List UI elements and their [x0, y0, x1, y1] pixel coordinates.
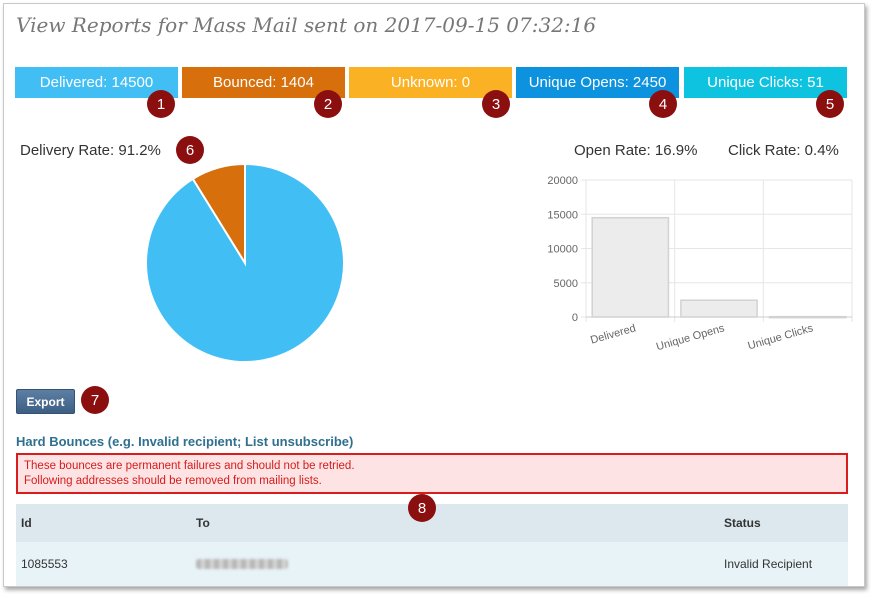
bar-unique-opens[interactable] — [680, 299, 758, 318]
y-tick-label: 0 — [572, 312, 578, 324]
engagement-bar-chart: 0 5000 10000 15000 20000 Delivered Unique Open… — [547, 175, 853, 353]
x-tick-label: Unique Clicks — [747, 322, 815, 352]
column-header-to[interactable]: To — [196, 516, 210, 530]
y-tick-label: 20000 — [547, 175, 578, 187]
redacted-email — [196, 559, 288, 569]
unique-clicks-label: Unique Clicks: 51 — [707, 74, 824, 91]
hard-bounce-alert: These bounces are permanent failures and… — [16, 453, 848, 494]
unique-opens-label: Unique Opens: 2450 — [528, 74, 667, 91]
pie-slice-bounced[interactable] — [191, 162, 246, 267]
hard-bounces-title: Hard Bounces (e.g. Invalid recipient; Li… — [16, 434, 354, 449]
row-id: 1085553 — [21, 557, 68, 571]
bar-delivered[interactable] — [591, 216, 670, 318]
export-button[interactable]: Export — [16, 389, 75, 414]
callout-marker-8: 8 — [408, 494, 436, 522]
page-title: View Reports for Mass Mail sent on 2017-… — [16, 13, 597, 37]
column-header-id[interactable]: Id — [21, 516, 32, 530]
x-tick-label: Delivered — [589, 322, 637, 346]
callout-marker-3: 3 — [482, 90, 510, 118]
unique-opens-tile[interactable]: Unique Opens: 2450 — [516, 67, 679, 98]
open-rate: Open Rate: 16.9% — [574, 142, 698, 159]
y-tick-label: 5000 — [554, 278, 578, 290]
callout-marker-7: 7 — [81, 386, 109, 414]
click-rate: Click Rate: 0.4% — [728, 142, 839, 159]
row-status: Invalid Recipient — [724, 557, 813, 571]
unknown-tile[interactable]: Unknown: 0 — [349, 67, 512, 98]
bounced-label: Bounced: 1404 — [213, 74, 314, 91]
callout-marker-5: 5 — [816, 90, 844, 118]
alert-line-1: These bounces are permanent failures and… — [24, 460, 355, 472]
delivery-rate: Delivery Rate: 91.2% — [20, 142, 161, 159]
unknown-label: Unknown: 0 — [390, 74, 471, 91]
report-panel: View Reports for Mass Mail sent on 2017-… — [3, 3, 865, 587]
row-recipient — [196, 542, 288, 586]
bar-unique-clicks[interactable] — [768, 315, 847, 319]
x-tick-label: Unique Opens — [655, 322, 726, 353]
bounced-tile[interactable]: Bounced: 1404 — [182, 67, 345, 98]
table-row[interactable]: 1085553 Invalid Recipient — [16, 542, 848, 586]
callout-marker-2: 2 — [314, 90, 342, 118]
alert-line-2: Following addresses should be removed fr… — [24, 475, 322, 487]
callout-marker-4: 4 — [649, 90, 677, 118]
delivery-pie-chart — [145, 162, 345, 363]
callout-marker-6: 6 — [176, 136, 204, 164]
callout-marker-1: 1 — [147, 90, 175, 118]
column-header-status[interactable]: Status — [724, 516, 761, 530]
y-tick-label: 15000 — [547, 209, 578, 221]
delivered-tile[interactable]: Delivered: 14500 — [15, 67, 178, 98]
delivered-label: Delivered: 14500 — [39, 74, 154, 91]
y-tick-label: 10000 — [547, 244, 578, 256]
